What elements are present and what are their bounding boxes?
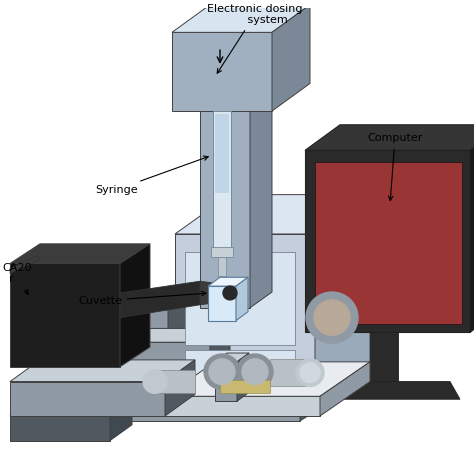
Polygon shape bbox=[168, 289, 188, 401]
Circle shape bbox=[237, 354, 273, 390]
Bar bbox=[211, 247, 233, 256]
Text: Electronic dosing
       system: Electronic dosing system bbox=[207, 4, 303, 73]
Polygon shape bbox=[210, 328, 230, 364]
Bar bbox=[305, 150, 470, 332]
Bar bbox=[172, 32, 272, 111]
Polygon shape bbox=[315, 382, 460, 399]
Bar bbox=[130, 303, 168, 401]
Polygon shape bbox=[250, 66, 272, 308]
Polygon shape bbox=[120, 244, 150, 367]
Bar bbox=[315, 162, 462, 325]
Bar bbox=[218, 256, 226, 276]
Polygon shape bbox=[215, 353, 249, 362]
Text: Computer: Computer bbox=[367, 134, 423, 201]
Bar bbox=[185, 252, 295, 345]
Bar bbox=[215, 362, 237, 401]
Polygon shape bbox=[300, 370, 335, 421]
Bar bbox=[10, 416, 110, 440]
Polygon shape bbox=[175, 195, 370, 234]
Circle shape bbox=[209, 359, 235, 384]
Polygon shape bbox=[470, 125, 474, 332]
Text: Cuvette: Cuvette bbox=[78, 292, 206, 306]
Bar bbox=[213, 111, 231, 249]
Bar bbox=[175, 234, 315, 401]
Polygon shape bbox=[320, 362, 370, 416]
Polygon shape bbox=[237, 353, 249, 401]
Circle shape bbox=[314, 300, 350, 335]
Polygon shape bbox=[270, 359, 310, 386]
Circle shape bbox=[223, 286, 237, 300]
Polygon shape bbox=[236, 277, 248, 320]
Polygon shape bbox=[130, 289, 188, 303]
Bar bbox=[130, 342, 210, 364]
Bar bbox=[10, 382, 165, 416]
Circle shape bbox=[300, 363, 320, 383]
Text: Syringe: Syringe bbox=[95, 156, 208, 195]
Bar bbox=[215, 114, 229, 192]
Polygon shape bbox=[200, 281, 230, 305]
Bar bbox=[185, 350, 295, 390]
Circle shape bbox=[143, 370, 167, 393]
Polygon shape bbox=[120, 281, 200, 318]
Circle shape bbox=[242, 359, 268, 384]
Polygon shape bbox=[172, 5, 310, 32]
Polygon shape bbox=[130, 328, 230, 342]
Bar bbox=[208, 286, 236, 320]
Polygon shape bbox=[165, 360, 195, 416]
Circle shape bbox=[296, 359, 324, 386]
Polygon shape bbox=[315, 195, 370, 401]
Text: CA20
  r: CA20 r bbox=[2, 263, 31, 294]
Bar bbox=[220, 380, 270, 393]
Circle shape bbox=[204, 354, 240, 390]
Circle shape bbox=[306, 292, 358, 343]
Polygon shape bbox=[185, 252, 295, 345]
Polygon shape bbox=[15, 370, 335, 392]
Polygon shape bbox=[10, 244, 150, 264]
Bar bbox=[165, 396, 320, 416]
Polygon shape bbox=[272, 5, 310, 111]
Polygon shape bbox=[10, 360, 195, 382]
Bar bbox=[10, 264, 120, 367]
Bar bbox=[200, 82, 250, 308]
Polygon shape bbox=[155, 370, 195, 393]
Polygon shape bbox=[208, 277, 248, 286]
Circle shape bbox=[218, 281, 242, 305]
Polygon shape bbox=[10, 400, 132, 416]
Polygon shape bbox=[10, 255, 38, 273]
Polygon shape bbox=[165, 362, 370, 396]
Bar bbox=[15, 392, 300, 421]
Bar bbox=[370, 332, 398, 382]
Polygon shape bbox=[110, 400, 132, 440]
Polygon shape bbox=[305, 125, 474, 150]
Polygon shape bbox=[200, 66, 272, 82]
